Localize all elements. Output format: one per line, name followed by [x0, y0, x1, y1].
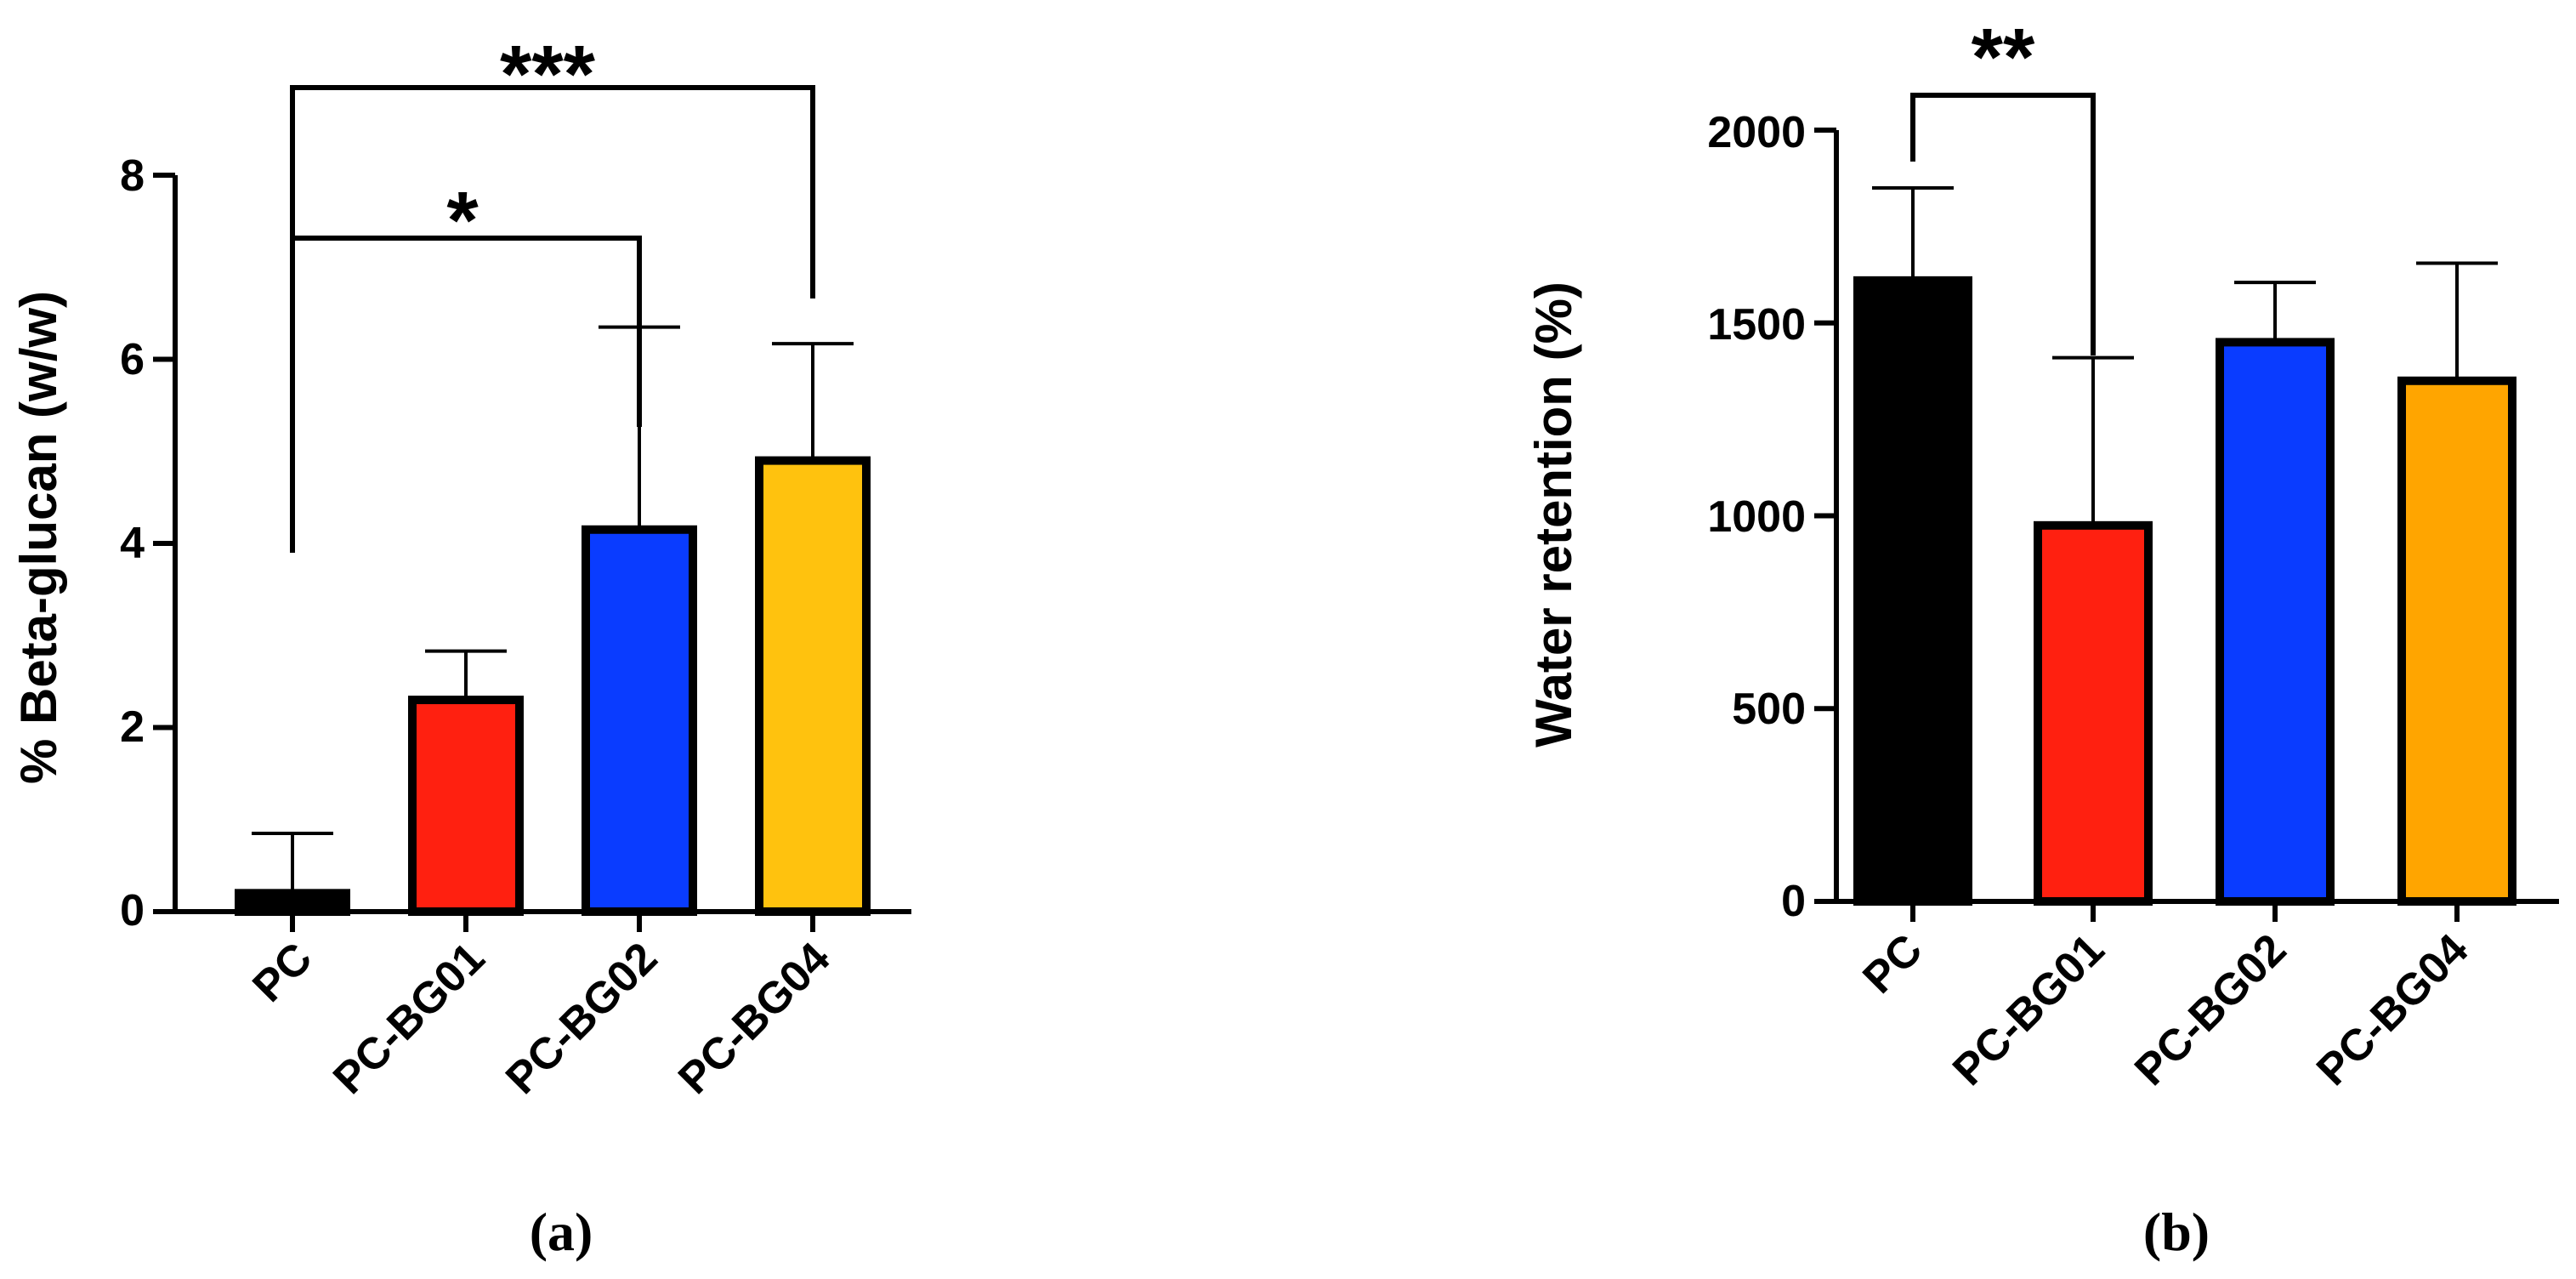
- bar-pc: [1853, 276, 1972, 906]
- chart-panel-a: % Beta-glucan (w/w) 0 2 4 6 8 PC PC-BG01…: [10, 29, 911, 1262]
- chart-panel-b: Water retention (%) 0 500 1000 1500 2000…: [1525, 12, 2559, 1262]
- x-tick-label: PC-BG04: [669, 933, 839, 1103]
- y-tick-label: 8: [120, 151, 145, 201]
- y-axis-label: % Beta-glucan (w/w): [10, 291, 67, 784]
- bar-pc-bg02: [2216, 338, 2335, 906]
- y-tick-label: 4: [120, 519, 145, 568]
- x-tick-label: PC-BG02: [496, 933, 667, 1103]
- bar-pc-bg02: [582, 525, 697, 916]
- y-tick-label: 0: [1781, 877, 1806, 926]
- significance-bracket: [290, 85, 815, 453]
- x-tick-label: PC: [1853, 924, 1932, 1003]
- significance-bracket: [290, 236, 642, 553]
- y-tick-label: 2000: [1707, 108, 1806, 157]
- x-tick-label: PC-BG01: [324, 933, 494, 1103]
- significance-label: ***: [500, 29, 596, 120]
- y-axis-label: Water retention (%): [1525, 281, 1582, 748]
- significance-bracket: [1910, 93, 2096, 355]
- bar-pc-bg04: [2397, 376, 2516, 906]
- y-tick-label: 1500: [1707, 300, 1806, 350]
- bar-pc-bg01: [408, 696, 524, 917]
- bar-pc: [235, 889, 350, 916]
- significance-label: *: [446, 175, 479, 266]
- bar-pc-bg01: [2034, 520, 2153, 907]
- y-tick-label: 500: [1732, 685, 1806, 734]
- panel-label: (b): [2143, 1202, 2210, 1262]
- x-tick-label: PC-BG01: [1943, 924, 2114, 1094]
- significance-label: **: [1972, 12, 2035, 103]
- y-tick-label: 2: [120, 702, 145, 752]
- x-tick-label: PC: [243, 933, 321, 1011]
- bar-pc-bg04: [755, 456, 871, 916]
- y-tick-label: 1000: [1707, 492, 1806, 542]
- x-tick-label: PC-BG04: [2307, 924, 2477, 1094]
- panel-label: (a): [530, 1202, 593, 1262]
- x-tick-label: PC-BG02: [2125, 924, 2295, 1094]
- y-tick-label: 0: [120, 886, 145, 935]
- y-tick-label: 6: [120, 335, 145, 384]
